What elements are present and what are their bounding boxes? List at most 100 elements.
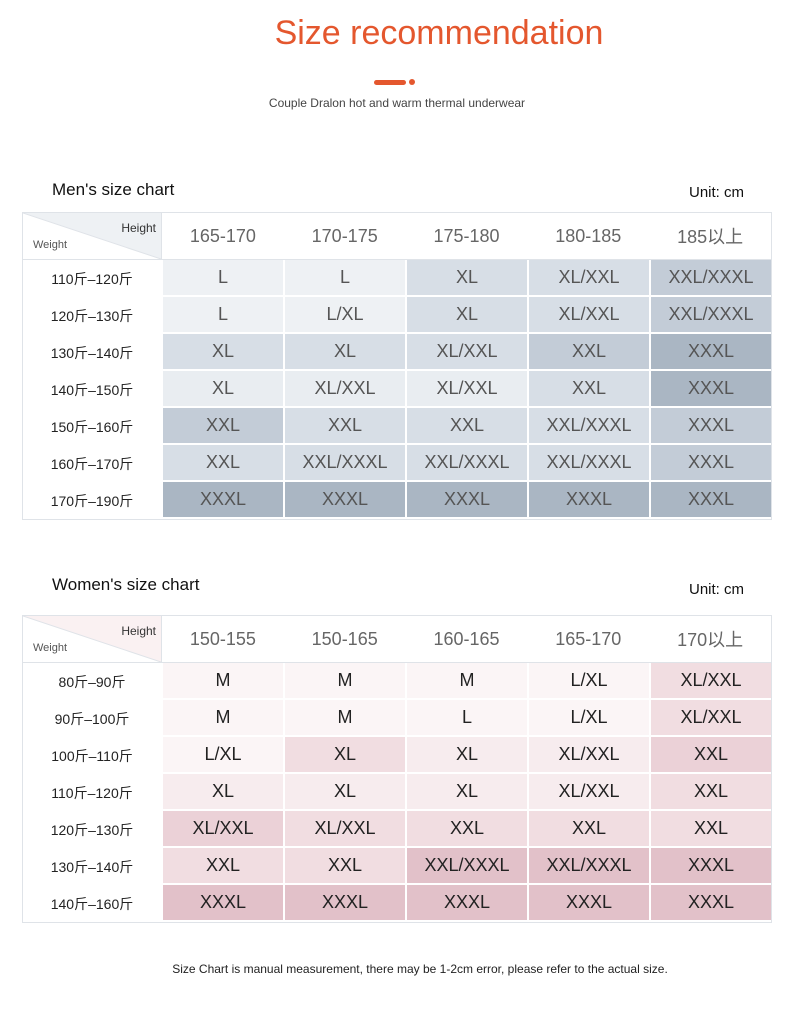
size-cell: XL (283, 774, 405, 811)
size-cell: M (405, 663, 527, 700)
table-row: 80斤–90斤 M M M L/XL XL/XXL (23, 663, 771, 700)
size-cell: XL/XXL (527, 297, 649, 334)
size-cell: XXL/XXXL (527, 848, 649, 885)
size-cell: XXXL (161, 482, 283, 519)
size-cell: XL/XXL (405, 371, 527, 408)
size-cell: L/XL (527, 700, 649, 737)
page-subtitle: Couple Dralon hot and warm thermal under… (268, 96, 526, 110)
weight-label: 110斤–120斤 (23, 774, 161, 811)
footer-note: Size Chart is manual measurement, there … (172, 962, 668, 976)
size-cell: L (283, 260, 405, 297)
size-cell: XL (161, 774, 283, 811)
size-cell: XXL (527, 811, 649, 848)
size-cell: XXL (527, 371, 649, 408)
weight-label: 100斤–110斤 (23, 737, 161, 774)
size-cell: XL/XXL (527, 737, 649, 774)
size-cell: XXL/XXXL (283, 445, 405, 482)
size-cell: XXL (161, 848, 283, 885)
size-cell: XXL/XXXL (527, 445, 649, 482)
size-cell: XL (405, 260, 527, 297)
height-header: 150-155 (189, 628, 256, 649)
table-row: 140斤–150斤 XL XL/XXL XL/XXL XXL XXXL (23, 371, 771, 408)
size-cell: L/XL (161, 737, 283, 774)
height-header: 165-170 (189, 225, 256, 246)
size-cell: XXXL (649, 334, 771, 371)
size-cell: XXXL (649, 848, 771, 885)
height-header: 180-185 (555, 225, 622, 246)
size-cell: M (283, 663, 405, 700)
corner-height-label: Height (121, 624, 156, 638)
size-cell: M (283, 700, 405, 737)
size-cell: XXL (283, 408, 405, 445)
weight-label: 110斤–120斤 (23, 260, 161, 297)
corner-cell: Height Weight (23, 213, 162, 259)
size-cell: XXXL (527, 482, 649, 519)
size-cell: XXXL (649, 885, 771, 922)
size-cell: XXXL (405, 482, 527, 519)
men-unit-label: Unit: cm (688, 184, 744, 201)
size-cell: M (161, 700, 283, 737)
accent-dot (409, 79, 415, 85)
men-size-table: Height Weight 165-170 170-175 175-180 180-185… (22, 212, 772, 520)
size-cell: XL (405, 737, 527, 774)
table-row: 130斤–140斤 XXL XXL XXL/XXXL XXL/XXXL XXXL (23, 848, 771, 885)
corner-cell: Height Weight (23, 616, 162, 662)
size-cell: XXXL (283, 482, 405, 519)
weight-label: 90斤–100斤 (23, 700, 161, 737)
weight-label: 160斤–170斤 (23, 445, 161, 482)
size-cell: XXL/XXXL (649, 297, 771, 334)
size-cell: XXL/XXXL (405, 445, 527, 482)
table-row: 100斤–110斤 L/XL XL XL XL/XXL XXL (23, 737, 771, 774)
size-cell: XXL (405, 811, 527, 848)
weight-label: 80斤–90斤 (23, 663, 161, 700)
size-cell: XL (405, 297, 527, 334)
size-cell: XXL/XXXL (649, 260, 771, 297)
size-cell: M (161, 663, 283, 700)
size-cell: L (161, 297, 283, 334)
size-cell: XXXL (283, 885, 405, 922)
size-cell: XXL/XXXL (405, 848, 527, 885)
men-chart-title: Men's size chart (52, 180, 175, 199)
weight-label: 130斤–140斤 (23, 848, 161, 885)
table-row: 130斤–140斤 XL XL XL/XXL XXL XXXL (23, 334, 771, 371)
size-cell: XL/XXL (283, 371, 405, 408)
size-cell: XL/XXL (283, 811, 405, 848)
corner-weight-label: Weight (33, 642, 68, 654)
size-cell: XXXL (649, 445, 771, 482)
size-cell: XL/XXL (161, 811, 283, 848)
table-row: 110斤–120斤 L L XL XL/XXL XXL/XXXL (23, 260, 771, 297)
weight-label: 120斤–130斤 (23, 811, 161, 848)
weight-label: 130斤–140斤 (23, 334, 161, 371)
size-cell: XL (405, 774, 527, 811)
size-cell: XXL (527, 334, 649, 371)
size-cell: XXXL (161, 885, 283, 922)
height-header: 150-165 (311, 628, 378, 649)
table-header-row: Height Weight 165-170 170-175 175-180 180-185… (23, 213, 771, 260)
weight-label: 120斤–130斤 (23, 297, 161, 334)
size-cell: XXXL (527, 885, 649, 922)
size-cell: XXL (649, 737, 771, 774)
size-cell: L (405, 700, 527, 737)
size-cell: XL (161, 334, 283, 371)
accent-dash (374, 80, 406, 85)
women-chart-title: Women's size chart (52, 575, 200, 594)
weight-label: 170斤–190斤 (23, 482, 161, 519)
size-cell: XXXL (649, 482, 771, 519)
size-cell: XXL (161, 408, 283, 445)
corner-weight-label: Weight (33, 239, 68, 251)
page-title: Size recommendation (274, 14, 604, 52)
weight-label: 150斤–160斤 (23, 408, 161, 445)
size-cell: XXL (649, 811, 771, 848)
size-cell: XL/XXL (649, 700, 771, 737)
table-row: 110斤–120斤 XL XL XL XL/XXL XXL (23, 774, 771, 811)
height-header: 175-180 (433, 225, 500, 246)
height-header: 165-170 (555, 628, 622, 649)
size-cell: XXXL (649, 371, 771, 408)
table-row: 120斤–130斤 L L/XL XL XL/XXL XXL/XXXL (23, 297, 771, 334)
height-header: 170以上 (677, 630, 744, 650)
size-cell: L/XL (527, 663, 649, 700)
size-cell: L (161, 260, 283, 297)
weight-label: 140斤–150斤 (23, 371, 161, 408)
size-cell: XXL (405, 408, 527, 445)
weight-label: 140斤–160斤 (23, 885, 161, 922)
